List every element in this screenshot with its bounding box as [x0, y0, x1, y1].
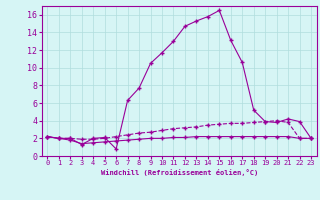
- X-axis label: Windchill (Refroidissement éolien,°C): Windchill (Refroidissement éolien,°C): [100, 169, 258, 176]
